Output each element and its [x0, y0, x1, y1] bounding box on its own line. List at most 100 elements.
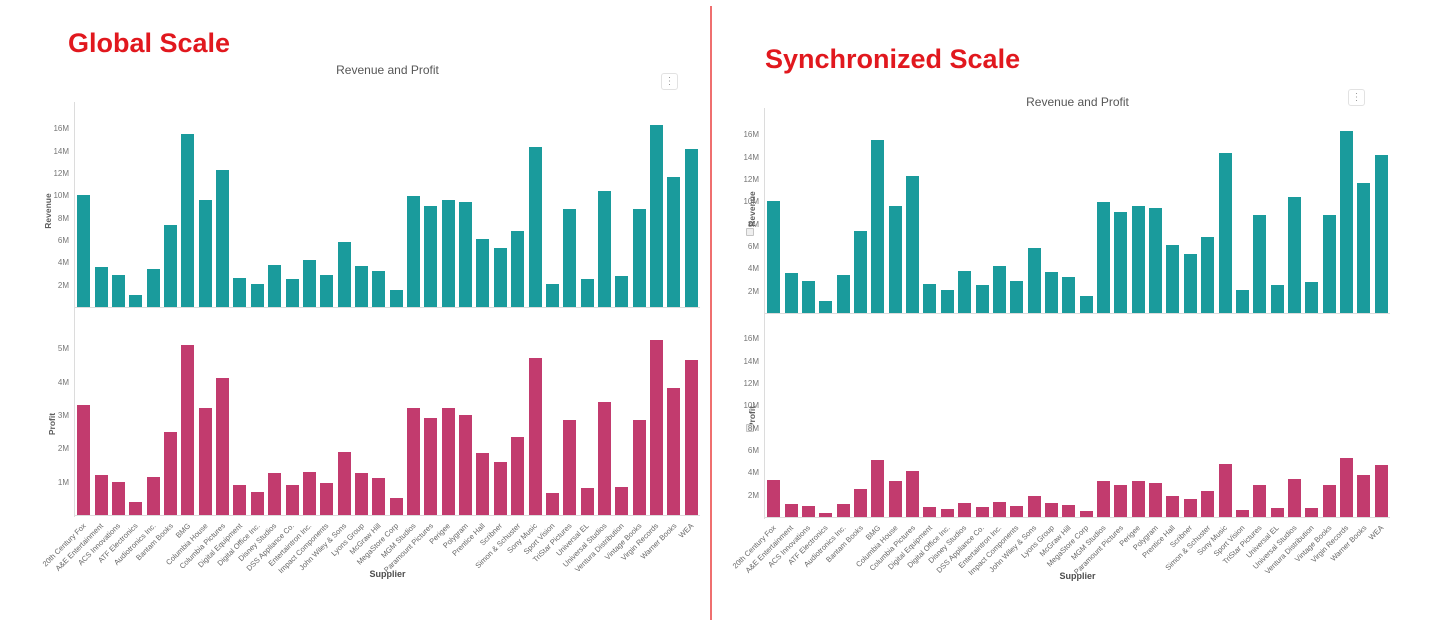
bar-profit[interactable]	[545, 493, 559, 515]
bar-revenue[interactable]	[320, 274, 334, 307]
bar-profit[interactable]	[181, 345, 195, 515]
bar-profit[interactable]	[563, 420, 577, 515]
bar-profit[interactable]	[667, 388, 681, 515]
bar-revenue[interactable]	[1114, 212, 1128, 313]
bar-revenue[interactable]	[94, 266, 108, 307]
bar-revenue[interactable]	[111, 274, 125, 307]
bar-profit[interactable]	[198, 408, 212, 515]
bar-revenue[interactable]	[992, 266, 1006, 313]
bar-revenue[interactable]	[1166, 244, 1180, 313]
bar-revenue[interactable]	[1079, 296, 1093, 313]
bar-revenue[interactable]	[684, 149, 698, 307]
bar-profit[interactable]	[1357, 474, 1371, 517]
bar-revenue[interactable]	[1218, 153, 1232, 313]
bar-profit[interactable]	[1374, 465, 1388, 517]
bar-profit[interactable]	[1253, 485, 1267, 517]
bar-revenue[interactable]	[1097, 202, 1111, 313]
bar-profit[interactable]	[923, 506, 937, 517]
bar-revenue[interactable]	[77, 195, 91, 307]
bar-revenue[interactable]	[1027, 248, 1041, 313]
bar-revenue[interactable]	[940, 289, 954, 313]
bar-revenue[interactable]	[511, 231, 525, 307]
bar-revenue[interactable]	[632, 208, 646, 307]
bar-profit[interactable]	[320, 483, 334, 515]
bar-profit[interactable]	[871, 460, 885, 517]
bar-profit[interactable]	[940, 509, 954, 517]
bar-profit[interactable]	[650, 340, 664, 515]
bar-revenue[interactable]	[233, 277, 247, 307]
bar-profit[interactable]	[94, 475, 108, 515]
bar-profit[interactable]	[1114, 484, 1128, 517]
bar-profit[interactable]	[1044, 503, 1058, 517]
bar-profit[interactable]	[129, 501, 143, 515]
bar-revenue[interactable]	[302, 260, 316, 307]
bar-profit[interactable]	[1305, 507, 1319, 517]
bar-revenue[interactable]	[958, 270, 972, 313]
bar-profit[interactable]	[233, 485, 247, 515]
bar-revenue[interactable]	[1322, 214, 1336, 313]
bar-profit[interactable]	[77, 405, 91, 515]
bar-profit[interactable]	[493, 461, 507, 515]
bar-revenue[interactable]	[354, 265, 368, 307]
bar-profit[interactable]	[906, 471, 920, 517]
bar-profit[interactable]	[1183, 499, 1197, 517]
bar-profit[interactable]	[111, 481, 125, 515]
bar-revenue[interactable]	[923, 283, 937, 313]
bar-revenue[interactable]	[441, 199, 455, 307]
bar-revenue[interactable]	[1305, 281, 1319, 313]
bar-revenue[interactable]	[836, 275, 850, 313]
bar-profit[interactable]	[1201, 490, 1215, 517]
bar-revenue[interactable]	[615, 275, 629, 307]
bar-profit[interactable]	[598, 401, 611, 515]
bar-revenue[interactable]	[563, 208, 577, 307]
bar-revenue[interactable]	[285, 279, 299, 307]
bar-profit[interactable]	[784, 503, 798, 517]
bar-revenue[interactable]	[871, 139, 885, 313]
bar-revenue[interactable]	[146, 269, 160, 307]
bar-profit[interactable]	[511, 436, 525, 515]
bar-revenue[interactable]	[784, 272, 798, 313]
bar-profit[interactable]	[216, 378, 230, 515]
bar-revenue[interactable]	[545, 283, 559, 307]
bar-profit[interactable]	[819, 512, 833, 517]
bar-profit[interactable]	[389, 498, 403, 515]
kebab-menu-icon[interactable]: ⋮	[661, 73, 678, 90]
bar-profit[interactable]	[975, 506, 989, 517]
bar-revenue[interactable]	[1149, 207, 1163, 313]
bar-revenue[interactable]	[1374, 155, 1388, 313]
bar-profit[interactable]	[1097, 481, 1111, 517]
bar-profit[interactable]	[1218, 464, 1232, 517]
bar-profit[interactable]	[1288, 479, 1301, 517]
bar-revenue[interactable]	[906, 175, 920, 313]
bar-revenue[interactable]	[216, 169, 230, 307]
bar-revenue[interactable]	[853, 231, 867, 313]
bar-profit[interactable]	[767, 480, 781, 517]
bar-revenue[interactable]	[1253, 214, 1267, 313]
bar-revenue[interactable]	[1288, 196, 1301, 313]
axis-collapse-icon[interactable]	[746, 228, 754, 236]
bar-profit[interactable]	[1322, 485, 1336, 517]
bar-revenue[interactable]	[372, 271, 386, 307]
bar-profit[interactable]	[1166, 496, 1180, 517]
bar-revenue[interactable]	[129, 294, 143, 307]
bar-profit[interactable]	[285, 485, 299, 515]
bar-profit[interactable]	[250, 491, 264, 515]
bar-profit[interactable]	[580, 488, 594, 515]
bar-profit[interactable]	[1062, 504, 1076, 517]
bar-revenue[interactable]	[407, 196, 421, 307]
bar-revenue[interactable]	[459, 201, 473, 307]
bar-revenue[interactable]	[181, 133, 195, 307]
bar-revenue[interactable]	[1270, 285, 1284, 313]
bar-profit[interactable]	[1270, 508, 1284, 517]
bar-profit[interactable]	[146, 476, 160, 515]
bar-revenue[interactable]	[1183, 253, 1197, 313]
kebab-menu-icon[interactable]: ⋮	[1348, 89, 1365, 106]
bar-revenue[interactable]	[819, 300, 833, 313]
bar-profit[interactable]	[836, 504, 850, 517]
bar-revenue[interactable]	[801, 280, 815, 313]
bar-revenue[interactable]	[1131, 205, 1145, 313]
bar-revenue[interactable]	[1357, 183, 1371, 313]
bar-revenue[interactable]	[528, 147, 542, 307]
bar-profit[interactable]	[632, 420, 646, 515]
bar-revenue[interactable]	[424, 206, 438, 307]
